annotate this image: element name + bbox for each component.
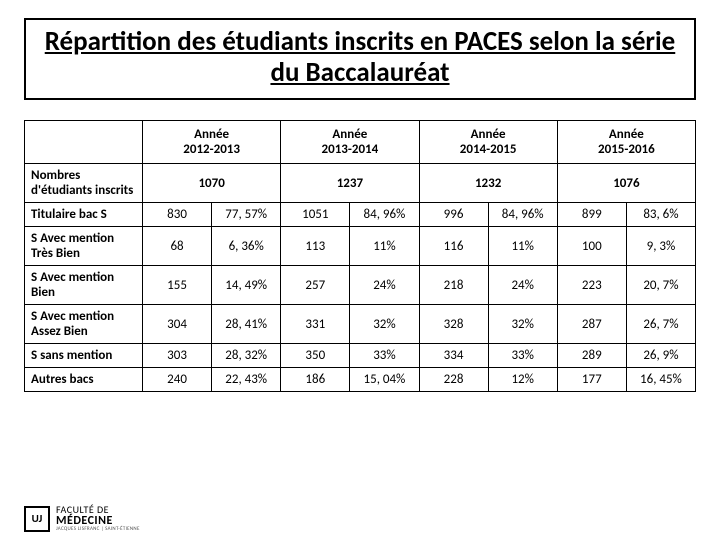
table-cell: 9, 3% xyxy=(626,227,695,266)
table-cell: 155 xyxy=(143,266,212,305)
logo-text: FACULTÉ DE MÉDECINE JACQUES LISFRANC | S… xyxy=(56,505,140,532)
row-label: S Avec mention Bien xyxy=(25,266,143,305)
table-cell: 257 xyxy=(281,266,350,305)
table-cell: 28, 32% xyxy=(212,344,281,368)
table-cell: 84, 96% xyxy=(488,203,557,227)
table-cell: 22, 43% xyxy=(212,368,281,392)
table-cell: 331 xyxy=(281,305,350,344)
table-cell: 26, 9% xyxy=(626,344,695,368)
table-cell: 830 xyxy=(143,203,212,227)
row-label: S sans mention xyxy=(25,344,143,368)
table-cell: 186 xyxy=(281,368,350,392)
title-box: Répartition des étudiants inscrits en PA… xyxy=(24,18,696,100)
table-cell: 33% xyxy=(350,344,419,368)
year-header: Année 2014-2015 xyxy=(419,121,557,164)
row-label: S Avec mention Très Bien xyxy=(25,227,143,266)
table-cell: 11% xyxy=(488,227,557,266)
table-cell: 996 xyxy=(419,203,488,227)
row-label: Autres bacs xyxy=(25,368,143,392)
header-blank xyxy=(25,121,143,164)
table-cell: 12% xyxy=(488,368,557,392)
logo-line3: JACQUES LISFRANC | SAINT-ÉTIENNE xyxy=(56,527,140,532)
year-header: Année 2012-2013 xyxy=(143,121,281,164)
table-cell: 240 xyxy=(143,368,212,392)
year-label: Année xyxy=(283,127,416,142)
table-cell: 24% xyxy=(488,266,557,305)
table-cell: 116 xyxy=(419,227,488,266)
table-row: S Avec mention Assez Bien30428, 41%33132… xyxy=(25,305,696,344)
year-header: Année 2013-2014 xyxy=(281,121,419,164)
table-cell: 218 xyxy=(419,266,488,305)
table-cell: 32% xyxy=(350,305,419,344)
table-cell: 84, 96% xyxy=(350,203,419,227)
table-cell: 899 xyxy=(557,203,626,227)
table-cell: 228 xyxy=(419,368,488,392)
table-cell: 334 xyxy=(419,344,488,368)
table-cell: 177 xyxy=(557,368,626,392)
table-cell: 32% xyxy=(488,305,557,344)
table-cell: 24% xyxy=(350,266,419,305)
total-cell: 1076 xyxy=(557,164,695,203)
table-cell: 16, 45% xyxy=(626,368,695,392)
table-cell: 303 xyxy=(143,344,212,368)
total-row: Nombres d'étudiants inscrits 1070 1237 1… xyxy=(25,164,696,203)
table-cell: 350 xyxy=(281,344,350,368)
total-label: Nombres d'étudiants inscrits xyxy=(25,164,143,203)
year-value: 2012-2013 xyxy=(145,142,278,157)
table-cell: 77, 57% xyxy=(212,203,281,227)
table-row: S Avec mention Très Bien686, 36%11311%11… xyxy=(25,227,696,266)
table-cell: 100 xyxy=(557,227,626,266)
total-cell: 1237 xyxy=(281,164,419,203)
table-cell: 289 xyxy=(557,344,626,368)
footer-logo: UJ FACULTÉ DE MÉDECINE JACQUES LISFRANC … xyxy=(24,505,140,532)
row-label: Titulaire bac S xyxy=(25,203,143,227)
year-label: Année xyxy=(145,127,278,142)
table-cell: 328 xyxy=(419,305,488,344)
data-table: Année 2012-2013 Année 2013-2014 Année 20… xyxy=(24,120,696,392)
table-cell: 287 xyxy=(557,305,626,344)
table-cell: 14, 49% xyxy=(212,266,281,305)
row-label: S Avec mention Assez Bien xyxy=(25,305,143,344)
logo-mark: UJ xyxy=(24,506,50,532)
table-body: Nombres d'étudiants inscrits 1070 1237 1… xyxy=(25,164,696,392)
table-cell: 113 xyxy=(281,227,350,266)
year-value: 2014-2015 xyxy=(422,142,555,157)
table-cell: 1051 xyxy=(281,203,350,227)
table-cell: 6, 36% xyxy=(212,227,281,266)
table-cell: 15, 04% xyxy=(350,368,419,392)
year-value: 2013-2014 xyxy=(283,142,416,157)
table-cell: 83, 6% xyxy=(626,203,695,227)
table-cell: 26, 7% xyxy=(626,305,695,344)
table-cell: 28, 41% xyxy=(212,305,281,344)
year-value: 2015-2016 xyxy=(560,142,693,157)
table-cell: 33% xyxy=(488,344,557,368)
year-label: Année xyxy=(560,127,693,142)
page-title: Répartition des étudiants inscrits en PA… xyxy=(38,26,682,88)
table-row: S Avec mention Bien15514, 49%25724%21824… xyxy=(25,266,696,305)
year-label: Année xyxy=(422,127,555,142)
total-cell: 1070 xyxy=(143,164,281,203)
table-row: Autres bacs24022, 43%18615, 04%22812%177… xyxy=(25,368,696,392)
total-cell: 1232 xyxy=(419,164,557,203)
year-header: Année 2015-2016 xyxy=(557,121,695,164)
table-row: S sans mention30328, 32%35033%33433%2892… xyxy=(25,344,696,368)
table-cell: 20, 7% xyxy=(626,266,695,305)
table-cell: 304 xyxy=(143,305,212,344)
table-cell: 223 xyxy=(557,266,626,305)
table-header-row: Année 2012-2013 Année 2013-2014 Année 20… xyxy=(25,121,696,164)
table-cell: 11% xyxy=(350,227,419,266)
table-cell: 68 xyxy=(143,227,212,266)
table-row: Titulaire bac S83077, 57%105184, 96%9968… xyxy=(25,203,696,227)
